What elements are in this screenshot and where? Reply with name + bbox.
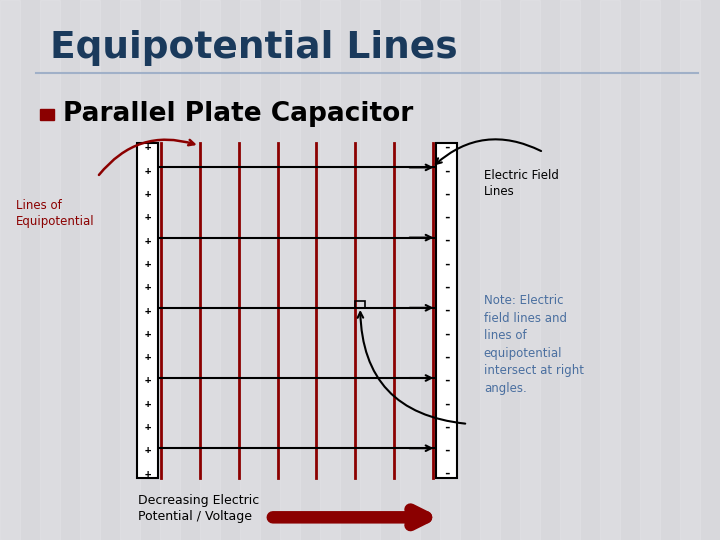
Text: Electric Field
Lines: Electric Field Lines [484, 169, 559, 198]
Bar [280, 0, 300, 540]
Text: +: + [145, 306, 150, 315]
Text: -: - [443, 397, 450, 410]
Text: -: - [443, 467, 450, 480]
Text: Parallel Plate Capacitor: Parallel Plate Capacitor [63, 102, 413, 127]
Bar [200, 0, 220, 540]
Text: +: + [145, 189, 150, 199]
Bar [320, 0, 340, 540]
Bar [40, 0, 60, 540]
Bar [520, 0, 540, 540]
Text: -: - [443, 211, 450, 224]
Bar [40, 109, 54, 120]
Text: +: + [145, 329, 150, 339]
Text: Equipotential Lines: Equipotential Lines [50, 30, 458, 66]
Bar [436, 143, 457, 478]
Text: +: + [145, 282, 150, 292]
Bar [440, 0, 460, 540]
Bar [356, 301, 365, 308]
Text: -: - [443, 141, 450, 154]
Text: -: - [443, 421, 450, 434]
Text: Note: Electric
field lines and
lines of
equipotential
intersect at right
angles.: Note: Electric field lines and lines of … [484, 294, 584, 395]
Text: +: + [145, 469, 150, 478]
Bar [0, 0, 20, 540]
Text: +: + [145, 422, 150, 432]
Text: +: + [145, 375, 150, 386]
Text: Lines of
Equipotential: Lines of Equipotential [16, 199, 94, 228]
Bar [560, 0, 580, 540]
Text: +: + [145, 399, 150, 409]
Bar [240, 0, 260, 540]
Bar [480, 0, 500, 540]
Text: +: + [145, 143, 150, 152]
Bar [137, 143, 158, 478]
Bar [80, 0, 100, 540]
Text: -: - [443, 374, 450, 387]
Bar [360, 0, 380, 540]
Text: +: + [145, 446, 150, 455]
Bar [120, 0, 140, 540]
Bar [160, 0, 180, 540]
Text: +: + [145, 352, 150, 362]
Text: Decreasing Electric
Potential / Voltage: Decreasing Electric Potential / Voltage [138, 494, 259, 523]
Text: -: - [443, 164, 450, 177]
Bar [680, 0, 700, 540]
Text: -: - [443, 187, 450, 200]
Text: +: + [145, 235, 150, 246]
Text: -: - [443, 350, 450, 363]
Text: -: - [443, 304, 450, 317]
Text: +: + [145, 166, 150, 176]
Text: +: + [145, 212, 150, 222]
Text: -: - [443, 281, 450, 294]
Text: -: - [443, 258, 450, 271]
Text: -: - [443, 444, 450, 457]
Bar [400, 0, 420, 540]
Text: -: - [443, 234, 450, 247]
Text: -: - [443, 327, 450, 340]
Bar [640, 0, 660, 540]
Text: +: + [145, 259, 150, 269]
Bar [600, 0, 620, 540]
